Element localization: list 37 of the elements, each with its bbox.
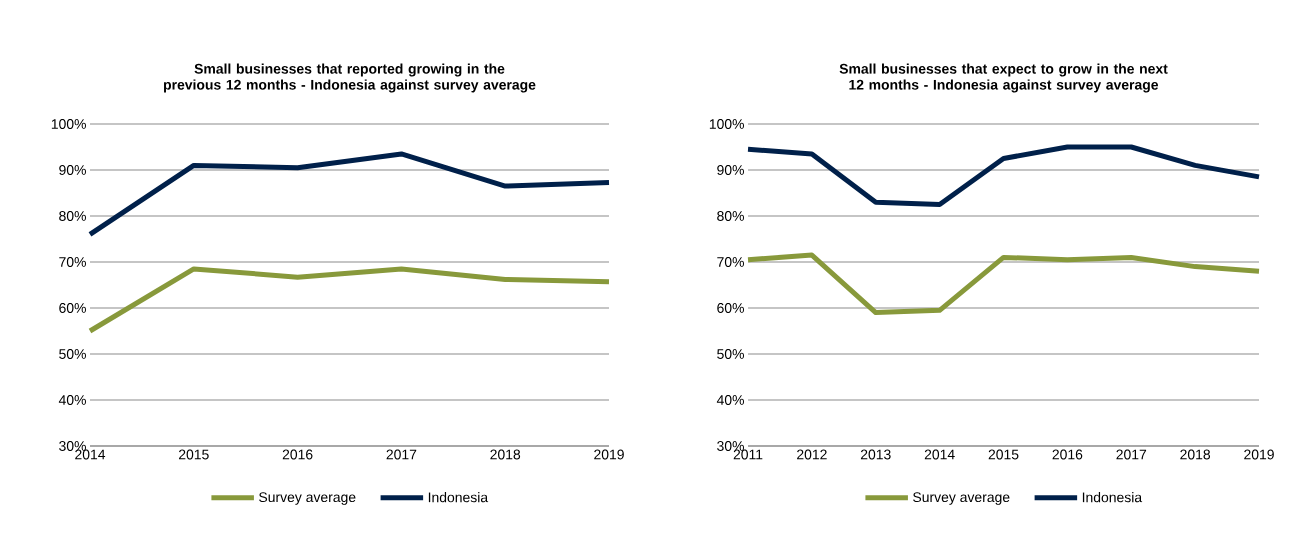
y-tick-label: 60% bbox=[59, 303, 86, 313]
y-tick-label: 30% bbox=[717, 441, 744, 451]
y-tick-label: 70% bbox=[59, 257, 86, 267]
chart-title: Small businesses that reported growing in the previous 12 months - Indonesia against survey average bbox=[164, 63, 536, 93]
y-tick-label: 100% bbox=[709, 119, 744, 129]
x-tick-label: 2017 bbox=[1116, 449, 1147, 460]
x-tick-label: 2018 bbox=[1180, 449, 1211, 460]
y-tick-label: 50% bbox=[59, 349, 86, 359]
y-tick-label: 90% bbox=[717, 165, 744, 175]
x-tick-label: 2017 bbox=[386, 449, 417, 460]
y-tick-label: 30% bbox=[59, 441, 86, 451]
legend-label: Survey average bbox=[913, 492, 1010, 505]
y-tick-label: 70% bbox=[717, 257, 744, 267]
x-tick-label: 2011 bbox=[733, 449, 763, 460]
x-tick-label: 2014 bbox=[75, 449, 106, 460]
x-tick-label: 2012 bbox=[797, 449, 827, 460]
legend-label: Indonesia bbox=[428, 492, 489, 503]
y-tick-label: 40% bbox=[716, 395, 744, 405]
x-tick-label: 2016 bbox=[1052, 449, 1083, 460]
legend-label: Survey average bbox=[259, 492, 356, 505]
chart-title: Small businesses that expect to grow in the next 12 months - Indonesia against survey average bbox=[839, 63, 1168, 93]
x-tick-label: 2015 bbox=[988, 449, 1019, 460]
y-tick-label: 90% bbox=[59, 165, 86, 175]
y-tick-label: 40% bbox=[58, 395, 86, 405]
x-tick-label: 2015 bbox=[178, 449, 209, 460]
y-tick-label: 80% bbox=[717, 211, 744, 221]
x-tick-label: 2016 bbox=[282, 449, 313, 460]
x-tick-label: 2018 bbox=[490, 449, 521, 460]
x-tick-label: 2013 bbox=[860, 449, 891, 460]
y-tick-label: 60% bbox=[717, 303, 744, 313]
x-tick-label: 2019 bbox=[1244, 449, 1274, 460]
y-tick-label: 50% bbox=[717, 349, 744, 359]
y-tick-label: 80% bbox=[59, 211, 86, 221]
legend-label: Indonesia bbox=[1082, 492, 1143, 503]
x-tick-label: 2019 bbox=[594, 449, 624, 460]
y-tick-label: 100% bbox=[51, 119, 86, 129]
x-tick-label: 2014 bbox=[924, 449, 955, 460]
